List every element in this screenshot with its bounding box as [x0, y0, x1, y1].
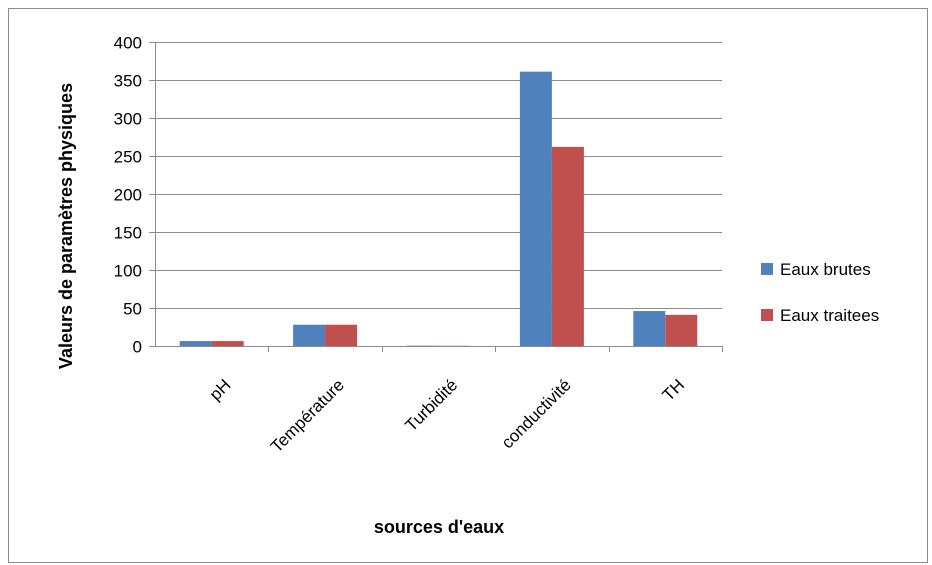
x-tick-label: Turbidité: [402, 375, 462, 435]
y-tick-label: 0: [133, 338, 142, 357]
x-tick-label: TH: [659, 375, 688, 404]
bar-eaux-brutes: [633, 311, 666, 346]
legend-swatch: [761, 263, 773, 275]
bar-eaux-traitees: [665, 314, 698, 346]
bar-eaux-brutes: [293, 324, 326, 346]
y-tick-label: 50: [123, 300, 142, 319]
bar-eaux-traitees: [551, 146, 584, 346]
legend-swatch: [761, 309, 773, 321]
y-axis-title: Valeurs de paramètres physiques: [56, 83, 76, 369]
chart-frame: [8, 8, 928, 563]
y-tick-label: 100: [114, 262, 142, 281]
x-tick-label: conductivité: [498, 375, 575, 452]
y-tick-label: 150: [114, 224, 142, 243]
bar-eaux-traitees: [211, 341, 244, 346]
y-tick-label: 250: [114, 148, 142, 167]
bar-eaux-brutes: [179, 341, 212, 346]
bar-eaux-traitees: [325, 324, 358, 346]
legend-label: Eaux brutes: [780, 260, 871, 279]
y-tick-label: 200: [114, 186, 142, 205]
x-tick-label: pH: [206, 375, 235, 404]
x-tick-label: Température: [267, 375, 348, 456]
y-tick-label: 300: [114, 110, 142, 129]
bar-eaux-brutes: [519, 71, 552, 346]
y-tick-label: 350: [114, 72, 142, 91]
y-tick-label: 400: [114, 34, 142, 53]
legend-label: Eaux traitees: [780, 306, 879, 325]
x-axis-title: sources d'eaux: [374, 517, 504, 537]
